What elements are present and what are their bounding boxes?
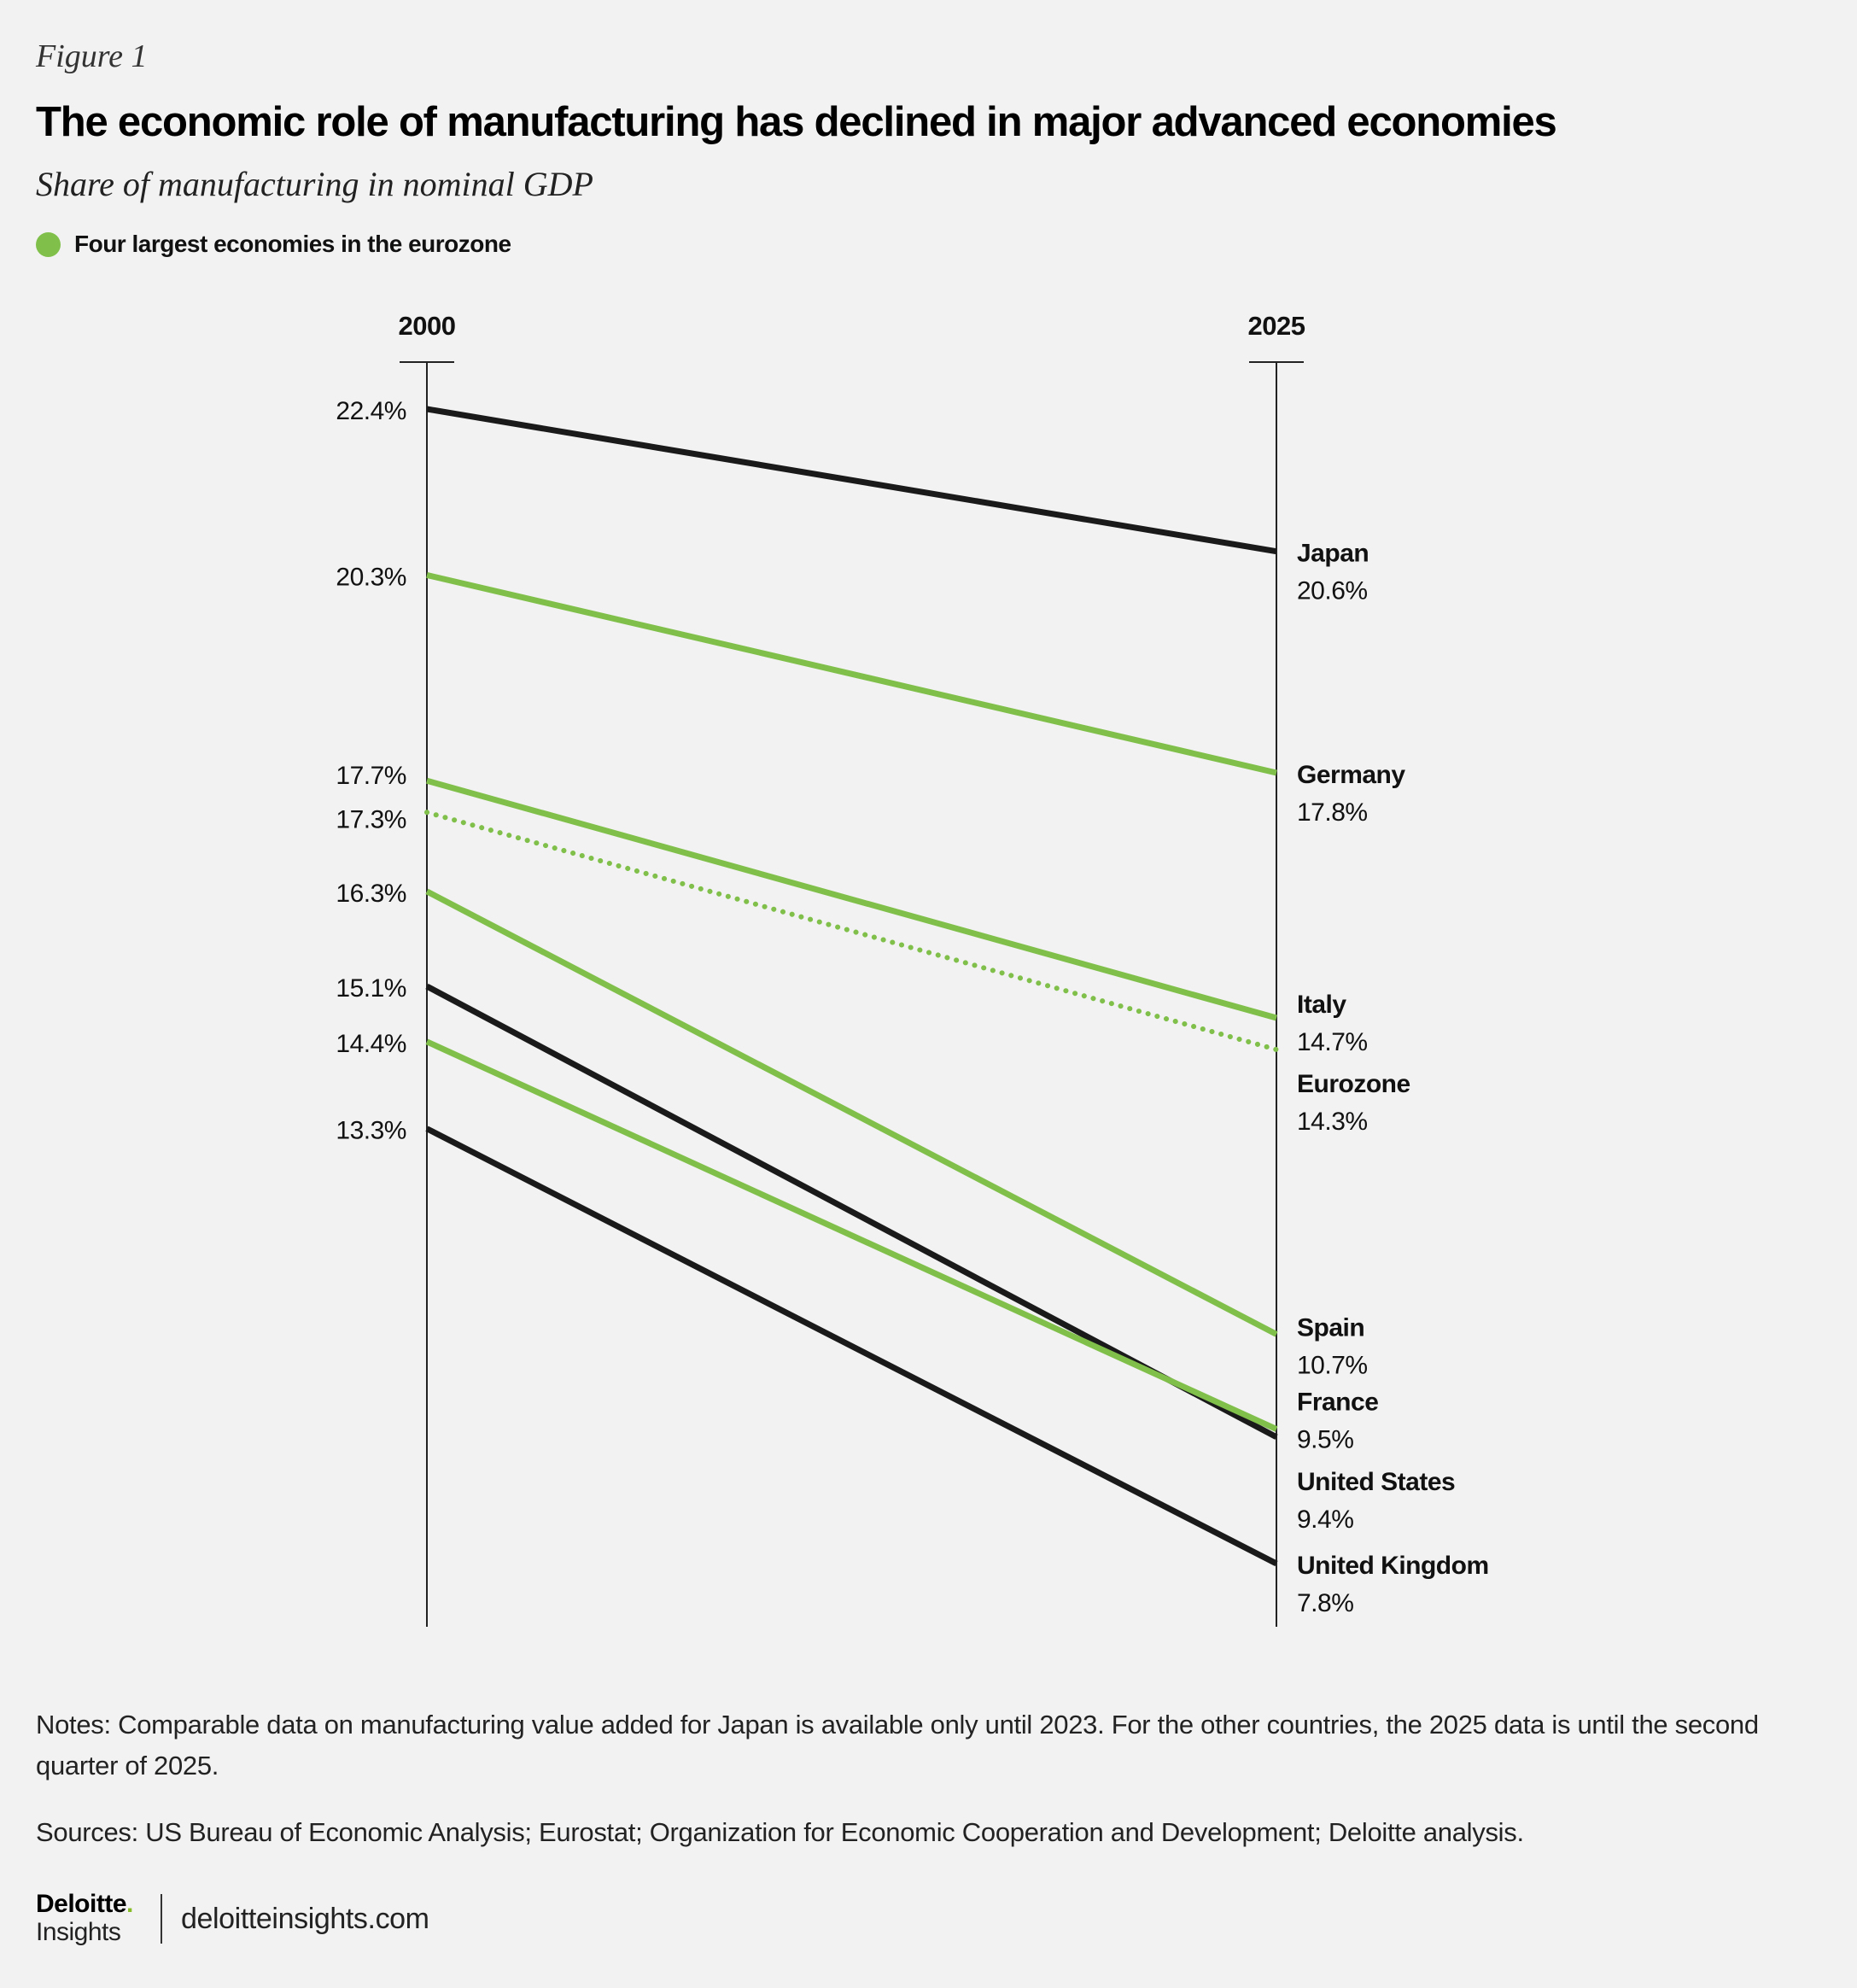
- end-value-italy: 14.7%: [1297, 1028, 1368, 1056]
- end-name-france: France: [1297, 1389, 1378, 1417]
- start-label-japan: 22.4%: [336, 397, 406, 425]
- end-value-japan: 20.6%: [1297, 577, 1368, 605]
- brand-divider: [161, 1894, 162, 1944]
- brand-sub: Insights: [36, 1918, 121, 1946]
- end-value-eurozone: 14.3%: [1297, 1108, 1368, 1136]
- start-label-united-states: 15.1%: [336, 974, 406, 1003]
- end-value-france: 9.5%: [1297, 1426, 1353, 1454]
- brand-name: Deloitte: [36, 1890, 127, 1918]
- series-line-italy: [426, 777, 1277, 1021]
- start-label-spain: 16.3%: [336, 880, 406, 908]
- series-line-spain: [425, 888, 1278, 1337]
- series-line-japan: [426, 406, 1277, 555]
- axis-year-2000: 2000: [399, 311, 456, 341]
- figure-label: Figure 1: [36, 38, 148, 74]
- slope-chart: 2000 2025 22.4% Japan 20.6% 20.3% Germany 17.8%…: [336, 311, 1489, 1627]
- brand-dot: .: [126, 1890, 133, 1918]
- series-line-france: [425, 1038, 1278, 1432]
- end-value-united-states: 9.4%: [1297, 1506, 1353, 1534]
- start-label-united-kingdom: 13.3%: [336, 1117, 406, 1145]
- end-name-germany: Germany: [1297, 761, 1405, 789]
- end-name-united-kingdom: United Kingdom: [1297, 1552, 1489, 1580]
- end-value-spain: 10.7%: [1297, 1351, 1368, 1379]
- brand-logo: Deloitte. Insights: [36, 1891, 133, 1947]
- legend-label: Four largest economies in the eurozone: [74, 231, 511, 257]
- series-line-germany: [426, 572, 1277, 776]
- start-label-eurozone: 17.3%: [336, 805, 406, 833]
- chart-sources: Sources: US Bureau of Economic Analysis;…: [36, 1817, 1524, 1847]
- end-value-germany: 17.8%: [1297, 798, 1368, 827]
- start-label-germany: 20.3%: [336, 563, 406, 591]
- brand-url[interactable]: deloitteinsights.com: [181, 1903, 429, 1935]
- start-label-italy: 17.7%: [336, 762, 406, 790]
- end-name-spain: Spain: [1297, 1313, 1364, 1342]
- end-name-italy: Italy: [1297, 991, 1346, 1019]
- start-label-france: 14.4%: [336, 1030, 406, 1058]
- chart-subtitle: Share of manufacturing in nominal GDP: [36, 165, 593, 203]
- chart-notes: Notes: Comparable data on manufacturing …: [36, 1710, 1759, 1780]
- end-name-japan: Japan: [1297, 540, 1369, 568]
- end-name-eurozone: Eurozone: [1297, 1070, 1410, 1098]
- legend-swatch: [36, 231, 61, 257]
- legend: Four largest economies in the eurozone: [36, 231, 511, 258]
- end-name-united-states: United States: [1297, 1468, 1455, 1496]
- series-line-united-kingdom: [425, 1126, 1278, 1567]
- series-line-eurozone: [424, 810, 1279, 1053]
- axis-year-2025: 2025: [1248, 311, 1305, 341]
- end-value-united-kingdom: 7.8%: [1297, 1589, 1353, 1617]
- chart-title: The economic role of manufacturing has d…: [36, 99, 1557, 145]
